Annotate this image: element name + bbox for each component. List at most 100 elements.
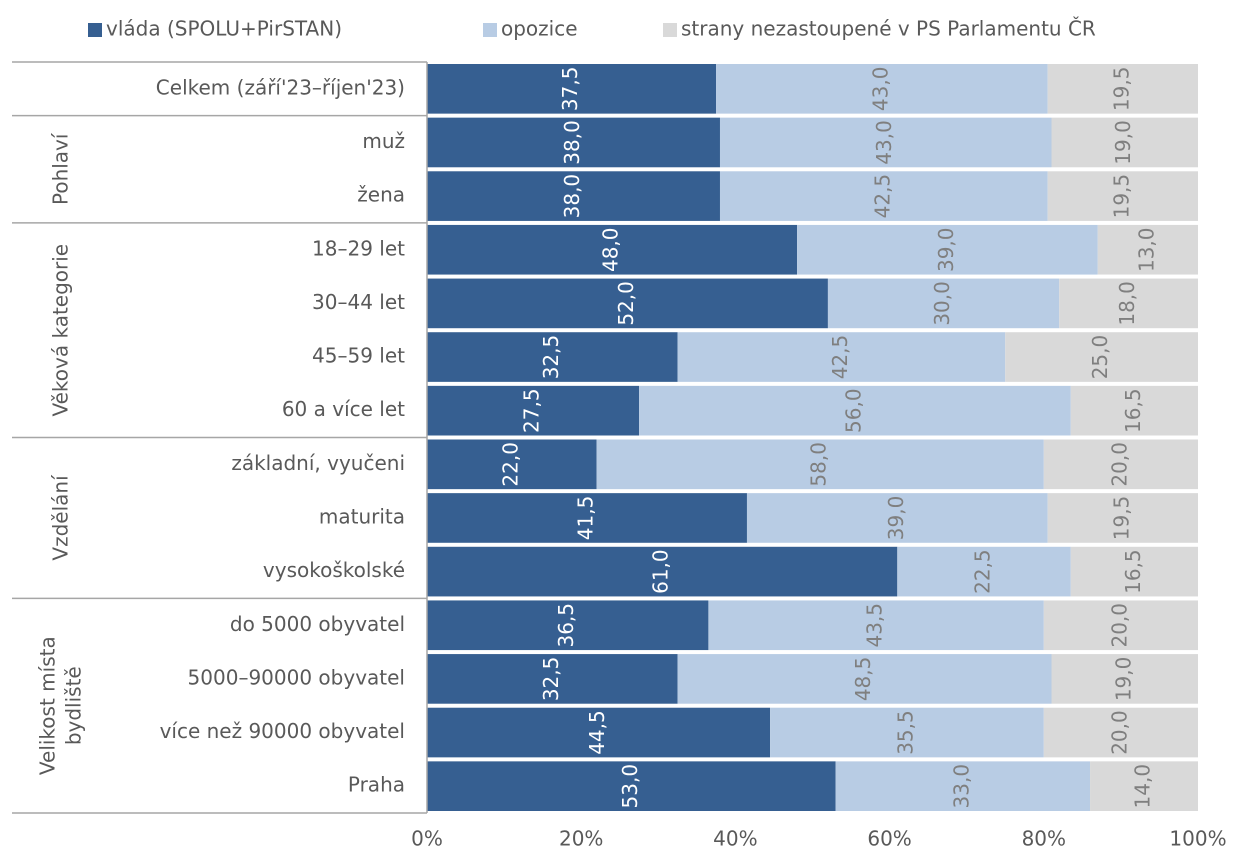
data-label: 25,0 xyxy=(1088,335,1112,380)
bar-segment xyxy=(1070,546,1198,597)
bar-segment xyxy=(1047,64,1198,114)
bar-segment xyxy=(719,171,1048,221)
group-label: Velikost místa xyxy=(36,636,60,775)
data-label: 37,5 xyxy=(558,67,582,112)
group-label: Vzdělání xyxy=(49,474,73,561)
data-label: 14,0 xyxy=(1131,764,1155,809)
bar-segment xyxy=(427,493,747,543)
data-label: 43,0 xyxy=(868,67,892,112)
x-tick-label: 60% xyxy=(867,827,911,851)
x-tick-label: 20% xyxy=(559,827,603,851)
category-label: Celkem (září'23–říjen'23) xyxy=(156,75,405,99)
data-label: 41,5 xyxy=(573,496,597,541)
bar-segment xyxy=(427,278,828,329)
data-label: 20,0 xyxy=(1107,710,1131,755)
data-label: 19,0 xyxy=(1111,120,1135,165)
category-label: vysokoškolské xyxy=(263,558,405,582)
data-label: 42,5 xyxy=(870,174,894,219)
bar-segment xyxy=(1043,600,1198,651)
group-label: Věková kategorie xyxy=(49,244,73,417)
bar-segment xyxy=(427,600,709,651)
data-label: 19,5 xyxy=(1109,67,1133,112)
x-tick-label: 100% xyxy=(1169,827,1226,851)
x-tick-label: 0% xyxy=(411,827,443,851)
bar-segment xyxy=(427,117,720,168)
bar-segment xyxy=(1005,332,1198,382)
category-label: 18–29 let xyxy=(312,236,405,260)
data-label: 35,5 xyxy=(893,710,917,755)
category-label: Praha xyxy=(348,773,405,797)
data-label: 32,5 xyxy=(539,335,563,380)
bar-segment xyxy=(1059,278,1198,329)
data-label: 19,5 xyxy=(1109,496,1133,541)
bar-segment xyxy=(1090,761,1198,811)
bar-segment xyxy=(716,64,1048,114)
data-label: 27,5 xyxy=(520,388,544,433)
group-label: bydliště xyxy=(62,666,86,745)
bar-segment xyxy=(1043,707,1198,758)
category-label: 5000–90000 obyvatel xyxy=(188,665,405,689)
data-label: 43,0 xyxy=(872,120,896,165)
category-label: více než 90000 obyvatel xyxy=(160,719,405,743)
data-label: 44,5 xyxy=(585,710,609,755)
bar-segment xyxy=(746,493,1048,543)
data-label: 38,0 xyxy=(560,174,584,219)
category-label: maturita xyxy=(319,504,405,528)
data-label: 22,0 xyxy=(498,442,522,487)
bar-segment xyxy=(1051,654,1198,704)
bar-segment xyxy=(427,64,717,114)
bar-segment xyxy=(835,761,1091,811)
data-label: 61,0 xyxy=(649,549,673,594)
bar-segment xyxy=(827,278,1060,329)
category-label: 30–44 let xyxy=(312,290,405,314)
bar-segment xyxy=(427,761,836,811)
legend-swatch xyxy=(88,23,102,37)
bar-segment xyxy=(677,332,1006,382)
bar-segment xyxy=(427,332,678,382)
category-label: 60 a více let xyxy=(282,397,405,421)
data-label: 43,5 xyxy=(863,603,887,648)
bar-segment xyxy=(708,600,1044,651)
data-label: 53,0 xyxy=(618,764,642,809)
bar-segment xyxy=(427,385,640,436)
legend-label: vláda (SPOLU+PirSTAN) xyxy=(106,17,342,41)
bar-segment xyxy=(639,385,1071,436)
x-tick-label: 80% xyxy=(1022,827,1066,851)
data-label: 52,0 xyxy=(614,281,638,326)
data-label: 30,0 xyxy=(930,281,954,326)
data-label: 19,0 xyxy=(1111,657,1135,702)
bar-segment xyxy=(719,117,1052,168)
data-label: 20,0 xyxy=(1107,442,1131,487)
data-label: 16,5 xyxy=(1121,388,1145,433)
bar-segment xyxy=(427,707,771,758)
data-label: 56,0 xyxy=(841,388,865,433)
category-label: základní, vyučeni xyxy=(231,451,405,475)
data-label: 16,5 xyxy=(1121,549,1145,594)
data-label: 32,5 xyxy=(539,657,563,702)
bar-segment xyxy=(1097,224,1198,275)
bar-segment xyxy=(427,439,597,490)
bar-segment xyxy=(1047,493,1198,543)
bar-segment xyxy=(797,224,1098,275)
category-label: muž xyxy=(362,129,405,153)
x-tick-label: 40% xyxy=(713,827,757,851)
data-label: 33,0 xyxy=(949,764,973,809)
legend-label: opozice xyxy=(501,17,578,41)
data-label: 39,0 xyxy=(934,227,958,272)
data-label: 48,0 xyxy=(599,227,623,272)
bar-segment xyxy=(1047,171,1198,221)
data-label: 13,0 xyxy=(1134,227,1158,272)
data-label: 39,0 xyxy=(884,496,908,541)
bar-segment xyxy=(677,654,1052,704)
group-label: Pohlaví xyxy=(49,132,73,205)
bar-segment xyxy=(1051,117,1198,168)
data-label: 22,5 xyxy=(971,549,995,594)
legend-label: strany nezastoupené v PS Parlamentu ČR xyxy=(681,17,1096,41)
bar-segment xyxy=(427,654,678,704)
legend-swatch xyxy=(483,23,497,37)
bar-segment xyxy=(427,224,798,275)
bar-segment xyxy=(427,546,898,597)
data-label: 36,5 xyxy=(554,603,578,648)
data-label: 58,0 xyxy=(807,442,831,487)
